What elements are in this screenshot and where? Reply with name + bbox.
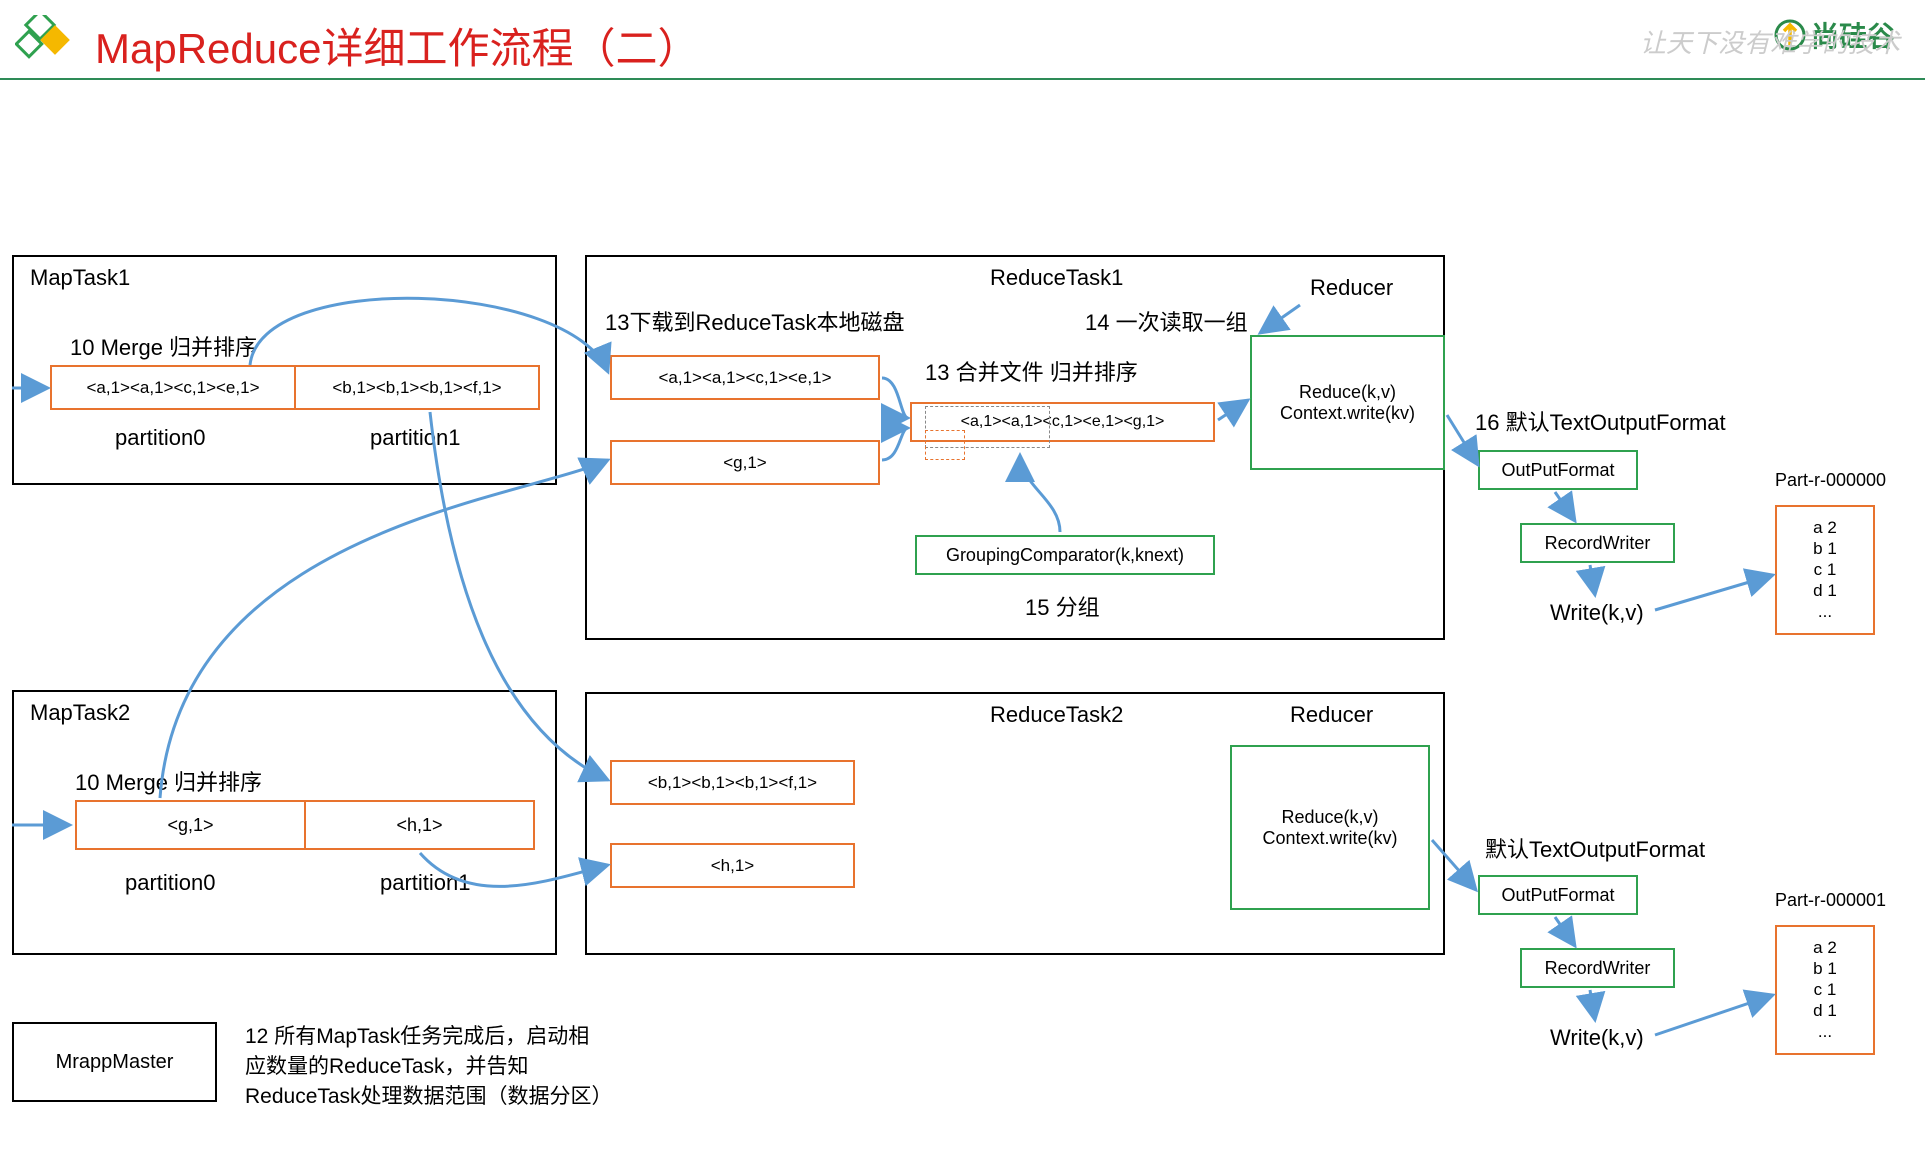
outputformat1: OutPutFormat — [1478, 450, 1638, 490]
mrappmaster-desc3: ReduceTask处理数据范围（数据分区） — [245, 1080, 613, 1110]
output-file2: a 2 b 1 c 1 d 1 ... — [1775, 925, 1875, 1055]
reducer1-box: Reduce(k,v) Context.write(kv) — [1250, 335, 1445, 470]
maptask2-data-row: <g,1> <h,1> — [75, 800, 535, 850]
rt1-cell1: <a,1><a,1><c,1><e,1> — [610, 355, 880, 400]
header: MapReduce详细工作流程（二） 尚硅谷 — [0, 0, 1925, 80]
rt1-cell2: <g,1> — [610, 440, 880, 485]
out-line: a 2 — [1813, 518, 1837, 538]
mrappmaster-desc2: 应数量的ReduceTask，并告知 — [245, 1050, 529, 1080]
output-file1: a 2 b 1 c 1 d 1 ... — [1775, 505, 1875, 635]
page-title: MapReduce详细工作流程（二） — [95, 15, 699, 76]
reducetask1-title: ReduceTask1 — [990, 265, 1123, 291]
maptask1-data-row: <a,1><a,1><c,1><e,1> <b,1><b,1><b,1><f,1… — [50, 365, 540, 410]
grouping-box: GroupingComparator(k,knext) — [915, 535, 1215, 575]
reducer2-box: Reduce(k,v) Context.write(kv) — [1230, 745, 1430, 910]
writekv1: Write(k,v) — [1550, 600, 1644, 626]
recordwriter2: RecordWriter — [1520, 948, 1675, 988]
partition1-label-2: partition1 — [380, 870, 471, 896]
step13a-label: 13下载到ReduceTask本地磁盘 — [605, 305, 905, 337]
step14-label: 14 一次读取一组 — [1085, 305, 1248, 337]
out-line: c 1 — [1814, 980, 1837, 1000]
step10-label-1: 10 Merge 归并排序 — [70, 330, 257, 362]
out-line: ... — [1818, 602, 1832, 622]
watermark: 让天下没有难学的技术 — [1640, 23, 1900, 60]
out-line: d 1 — [1813, 581, 1837, 601]
reducer1-title: Reducer — [1310, 275, 1393, 301]
outputformat2: OutPutFormat — [1478, 875, 1638, 915]
reducetask2-title: ReduceTask2 — [990, 702, 1123, 728]
partfile1: Part-r-000000 — [1775, 470, 1886, 491]
partition0-label-2: partition0 — [125, 870, 216, 896]
partition0-label-1: partition0 — [115, 425, 206, 451]
out-line: c 1 — [1814, 560, 1837, 580]
recordwriter1: RecordWriter — [1520, 523, 1675, 563]
reducer1-l2: Context.write(kv) — [1280, 403, 1415, 424]
tof2-label: 默认TextOutputFormat — [1485, 832, 1705, 864]
maptask1-cell-right: <b,1><b,1><b,1><f,1> — [296, 378, 538, 398]
mrappmaster-box: MrappMaster — [12, 1022, 217, 1102]
step13b-label: 13 合并文件 归并排序 — [925, 355, 1138, 387]
reducer2-l1: Reduce(k,v) — [1281, 807, 1378, 828]
maptask2-cell-left: <g,1> — [77, 815, 304, 836]
maptask1-title: MapTask1 — [30, 265, 130, 291]
partfile2: Part-r-000001 — [1775, 890, 1886, 911]
out-line: ... — [1818, 1022, 1832, 1042]
maptask2-title: MapTask2 — [30, 700, 130, 726]
divider — [294, 365, 296, 410]
step15-label: 15 分组 — [1025, 590, 1100, 622]
reducer2-title: Reducer — [1290, 702, 1373, 728]
step10-label-2: 10 Merge 归并排序 — [75, 765, 262, 797]
rt2-cell2: <h,1> — [610, 843, 855, 888]
partition1-label-1: partition1 — [370, 425, 461, 451]
rt2-cell1: <b,1><b,1><b,1><f,1> — [610, 760, 855, 805]
dashed-highlight-small — [925, 430, 965, 460]
out-line: b 1 — [1813, 539, 1837, 559]
out-line: d 1 — [1813, 1001, 1837, 1021]
mrappmaster-title: MrappMaster — [56, 1051, 174, 1074]
maptask2-cell-right: <h,1> — [306, 815, 533, 836]
out-line: b 1 — [1813, 959, 1837, 979]
diamond-icon — [15, 15, 75, 78]
mrappmaster-desc1: 12 所有MapTask任务完成后，启动相 — [245, 1020, 589, 1050]
divider — [304, 800, 306, 850]
maptask1-cell-left: <a,1><a,1><c,1><e,1> — [52, 378, 294, 398]
step16-label: 16 默认TextOutputFormat — [1475, 405, 1726, 437]
reducer2-l2: Context.write(kv) — [1262, 828, 1397, 849]
writekv2: Write(k,v) — [1550, 1025, 1644, 1051]
out-line: a 2 — [1813, 938, 1837, 958]
reducer1-l1: Reduce(k,v) — [1299, 382, 1396, 403]
